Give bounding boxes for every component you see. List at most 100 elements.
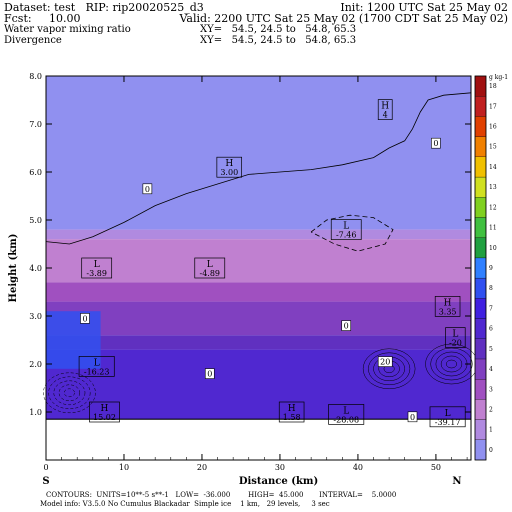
extremum-value: 3.35 bbox=[439, 307, 457, 316]
contour-label: 0 bbox=[410, 413, 415, 422]
y-tick-label: 1.0 bbox=[29, 408, 42, 417]
colorbar-swatch bbox=[474, 156, 487, 178]
colorbar-swatch bbox=[474, 237, 487, 259]
colorbar-label: 5 bbox=[489, 346, 493, 353]
zero-contour bbox=[45, 92, 472, 245]
extremum-type: L bbox=[94, 358, 100, 368]
header-line3-left: Water vapor mixing ratio bbox=[4, 24, 131, 35]
y-tick-label: 8.0 bbox=[29, 72, 42, 81]
contour-ring bbox=[368, 352, 411, 386]
header-line2-right: Valid: 2200 UTC Sat 25 May 02 (1700 CDT … bbox=[179, 12, 509, 25]
moist-region bbox=[46, 311, 101, 369]
y-tick-label: 5.0 bbox=[29, 216, 42, 225]
colorbar-swatch bbox=[474, 439, 487, 461]
colorbar-label: 6 bbox=[489, 326, 493, 333]
extremum-type: H bbox=[225, 159, 233, 169]
extremum-box bbox=[434, 296, 461, 317]
contour-ring bbox=[63, 388, 75, 398]
contour-ring bbox=[440, 355, 463, 373]
y-tick-label: 3.0 bbox=[29, 312, 42, 321]
extremum-value: -20 bbox=[449, 339, 462, 348]
extremum-value: -7.46 bbox=[336, 231, 357, 240]
contour-label: 0 bbox=[433, 139, 438, 148]
x-axis-label: Distance (km) bbox=[239, 476, 318, 487]
mixing-band bbox=[46, 335, 471, 350]
colorbar-label: 3 bbox=[489, 386, 493, 393]
extremum-type: H bbox=[381, 102, 389, 112]
contour-ring bbox=[43, 372, 96, 414]
mixing-band bbox=[46, 301, 471, 336]
extremum-value: 15.02 bbox=[93, 413, 116, 422]
terrain bbox=[46, 419, 471, 460]
y-tick-label: 4.0 bbox=[29, 264, 42, 273]
colorbar-swatch bbox=[474, 197, 487, 218]
mixing-band bbox=[46, 239, 471, 283]
extremum-type: L bbox=[94, 260, 100, 270]
colorbar-swatch bbox=[474, 116, 487, 137]
colorbar-swatch bbox=[474, 75, 487, 97]
contour-label-box bbox=[341, 320, 352, 331]
extremum-type: H bbox=[101, 404, 109, 414]
header-line4-left: Divergence bbox=[4, 35, 62, 46]
colorbar-swatch bbox=[474, 136, 487, 157]
extremum-box bbox=[194, 257, 226, 279]
extremum-box bbox=[445, 327, 466, 348]
extremum-value: -16.23 bbox=[84, 367, 110, 376]
contour-label: 0 bbox=[82, 314, 87, 323]
colorbar-label: 17 bbox=[489, 103, 497, 110]
extremum-box bbox=[81, 257, 113, 279]
y-tick-label: 2.0 bbox=[29, 360, 42, 369]
extremum-value: -4.89 bbox=[200, 269, 221, 278]
colorbar-swatch bbox=[474, 257, 487, 279]
extremum-value: -39.17 bbox=[435, 418, 461, 427]
mixing-band bbox=[46, 229, 471, 240]
extremum-box bbox=[78, 356, 115, 377]
extremum-type: L bbox=[452, 330, 458, 340]
header-line3-right: XY= 54.5, 24.5 to 54.8, 65.3 bbox=[200, 24, 357, 35]
extremum-type: L bbox=[343, 222, 349, 232]
extremum-box bbox=[278, 401, 305, 423]
contour-label: 20 bbox=[380, 358, 390, 367]
x-end-label-left: S bbox=[42, 476, 49, 487]
colorbar-swatch bbox=[474, 217, 487, 238]
colorbar-label: 9 bbox=[489, 265, 493, 272]
mixing-band bbox=[46, 282, 471, 302]
contour-label-box bbox=[431, 137, 441, 149]
x-end-label-right: N bbox=[452, 476, 461, 487]
colorbar-label: 7 bbox=[489, 305, 493, 312]
contour-label-box bbox=[204, 368, 215, 379]
colorbar-label: 2 bbox=[489, 406, 493, 413]
extremum-type: L bbox=[207, 260, 213, 270]
colorbar-label: 13 bbox=[489, 184, 497, 191]
x-tick-label: 20 bbox=[197, 463, 207, 472]
extremum-box bbox=[216, 156, 243, 178]
extremum-type: L bbox=[445, 409, 451, 419]
negative-contour bbox=[310, 214, 394, 252]
colorbar-label: 1 bbox=[489, 427, 493, 434]
contour-label-box bbox=[377, 356, 393, 367]
contour-label-box bbox=[407, 411, 418, 423]
contour-ring bbox=[430, 347, 473, 381]
contour-ring bbox=[446, 359, 457, 369]
colorbar-frame bbox=[474, 75, 487, 461]
colorbar-swatch bbox=[474, 176, 487, 198]
contour-ring bbox=[53, 380, 86, 406]
x-tick-label: 30 bbox=[275, 463, 285, 472]
extremum-box bbox=[330, 219, 362, 240]
extremum-value: 4 bbox=[383, 111, 388, 120]
y-tick-label: 7.0 bbox=[29, 120, 42, 129]
colorbar-swatch bbox=[474, 419, 487, 440]
colorbar-label: 18 bbox=[489, 83, 497, 90]
header-line4-right: XY= 54.5, 24.5 to 54.8, 65.3 bbox=[200, 35, 357, 46]
colorbar-swatch bbox=[474, 298, 487, 319]
mixing-band bbox=[46, 76, 471, 230]
extremum-value: 3.00 bbox=[220, 168, 238, 177]
colorbar-label: 0 bbox=[489, 447, 493, 454]
contour-label-box bbox=[142, 183, 153, 195]
header-line2-left: Fcst: 10.00 bbox=[4, 12, 81, 25]
colorbar-label: 8 bbox=[489, 285, 493, 292]
colorbar-label: 11 bbox=[489, 225, 497, 232]
extremum-type: L bbox=[343, 406, 349, 416]
contour-label: 0 bbox=[145, 185, 150, 194]
